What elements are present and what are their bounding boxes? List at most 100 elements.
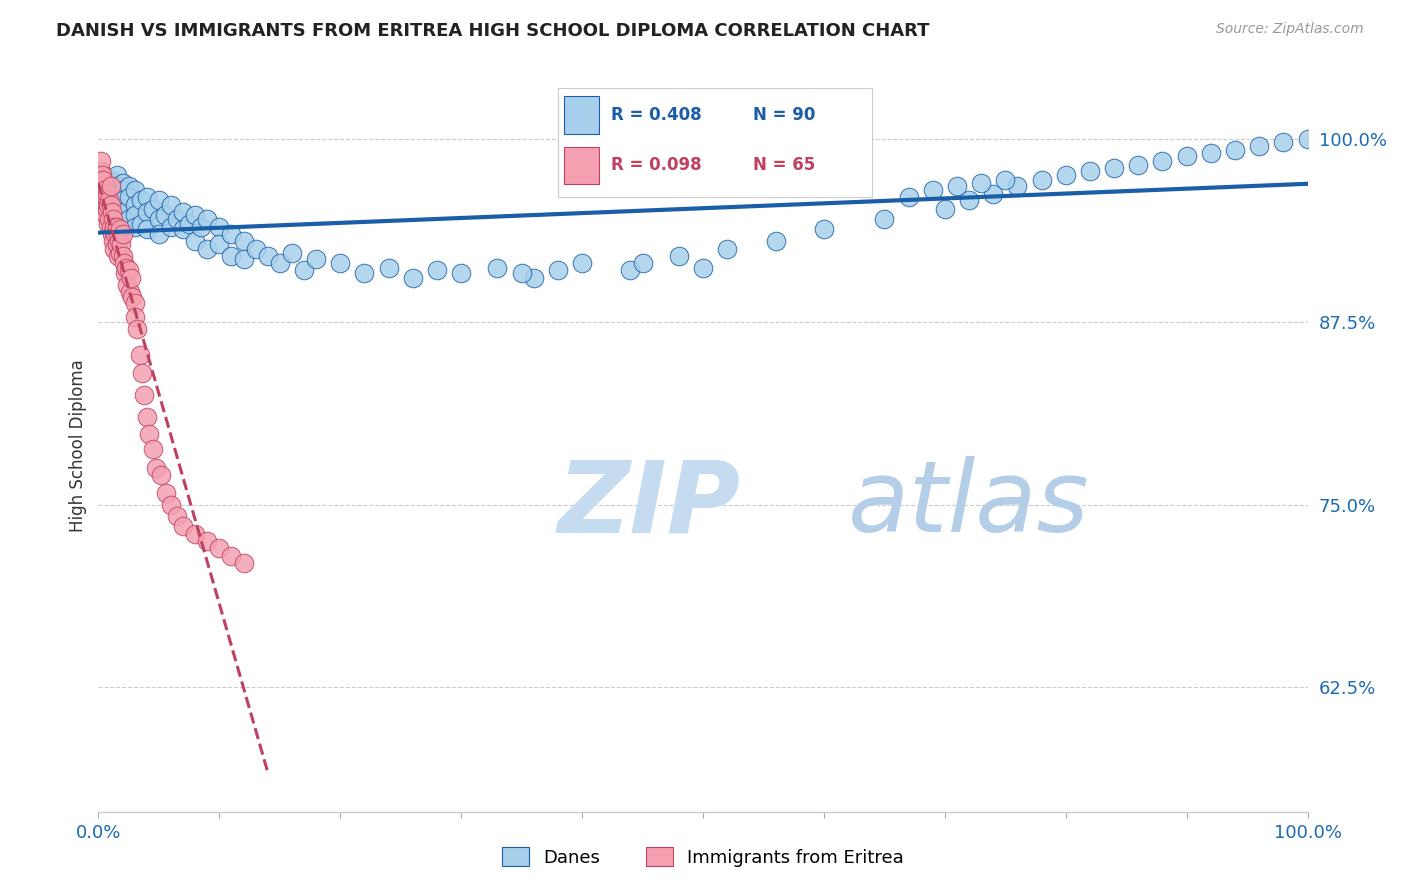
Point — [150, 468, 173, 483]
Point — [1152, 153, 1174, 168]
Point — [1296, 132, 1319, 146]
Point — [692, 260, 714, 275]
Point — [105, 219, 128, 234]
Point — [208, 219, 231, 234]
Point — [101, 212, 124, 227]
Point — [153, 208, 176, 222]
Point — [716, 242, 738, 256]
Point — [131, 366, 153, 380]
Text: Source: ZipAtlas.com: Source: ZipAtlas.com — [1216, 22, 1364, 37]
Point — [90, 164, 112, 178]
Point — [135, 190, 157, 204]
Point — [195, 534, 218, 549]
Point — [195, 242, 218, 256]
Point — [91, 178, 114, 193]
Point — [523, 270, 546, 285]
Point — [91, 173, 114, 187]
Point — [155, 485, 177, 500]
Point — [111, 193, 134, 207]
Point — [1007, 178, 1029, 193]
Point — [145, 461, 167, 475]
Y-axis label: High School Diploma: High School Diploma — [69, 359, 87, 533]
Point — [100, 197, 122, 211]
Point — [108, 222, 131, 236]
Point — [486, 260, 509, 275]
Point — [148, 193, 170, 207]
Point — [105, 178, 128, 193]
Point — [160, 219, 183, 234]
Point — [118, 285, 141, 300]
Point — [426, 263, 449, 277]
Point — [208, 237, 231, 252]
Point — [114, 266, 136, 280]
Point — [118, 178, 141, 193]
Point — [93, 205, 115, 219]
Point — [184, 526, 207, 541]
Point — [873, 212, 896, 227]
Point — [108, 246, 131, 260]
Point — [111, 249, 134, 263]
Point — [107, 227, 129, 241]
Point — [111, 176, 134, 190]
Point — [100, 205, 122, 219]
Point — [184, 234, 207, 248]
Point — [138, 427, 160, 442]
Point — [142, 442, 165, 456]
Point — [93, 193, 115, 207]
Point — [101, 234, 124, 248]
Point — [921, 183, 943, 197]
Point — [402, 270, 425, 285]
Point — [124, 208, 146, 222]
Point — [765, 234, 787, 248]
Point — [118, 212, 141, 227]
Point — [105, 237, 128, 252]
Point — [148, 227, 170, 241]
Point — [100, 173, 122, 187]
Point — [897, 190, 920, 204]
Point — [94, 208, 117, 222]
Point — [128, 348, 150, 362]
Point — [305, 252, 328, 266]
Point — [269, 256, 291, 270]
Point — [631, 256, 654, 270]
Point — [1031, 173, 1053, 187]
Point — [100, 183, 122, 197]
Point — [105, 169, 128, 183]
Point — [292, 263, 315, 277]
Point — [148, 212, 170, 227]
Point — [981, 187, 1004, 202]
Point — [232, 234, 254, 248]
Point — [110, 237, 132, 252]
Point — [668, 249, 690, 263]
Point — [134, 388, 156, 402]
Point — [96, 202, 118, 216]
Point — [377, 260, 399, 275]
Point — [172, 222, 194, 236]
Point — [813, 222, 835, 236]
Point — [135, 409, 157, 424]
Point — [172, 519, 194, 533]
Point — [1128, 158, 1150, 172]
Point — [957, 193, 980, 207]
Point — [91, 169, 114, 183]
Point — [100, 219, 122, 234]
Point — [221, 227, 243, 241]
Point — [166, 212, 188, 227]
Point — [100, 227, 122, 241]
Point — [107, 249, 129, 263]
Point — [281, 246, 304, 260]
Point — [93, 183, 115, 197]
Point — [232, 252, 254, 266]
Point — [177, 217, 201, 231]
Text: atlas: atlas — [848, 456, 1090, 553]
Point — [115, 260, 138, 275]
Point — [90, 153, 112, 168]
Point — [104, 227, 127, 241]
Point — [547, 263, 569, 277]
Point — [190, 219, 212, 234]
Text: ZIP: ZIP — [558, 456, 741, 553]
Point — [135, 205, 157, 219]
Point — [103, 242, 125, 256]
Point — [111, 183, 134, 197]
Point — [1249, 139, 1271, 153]
